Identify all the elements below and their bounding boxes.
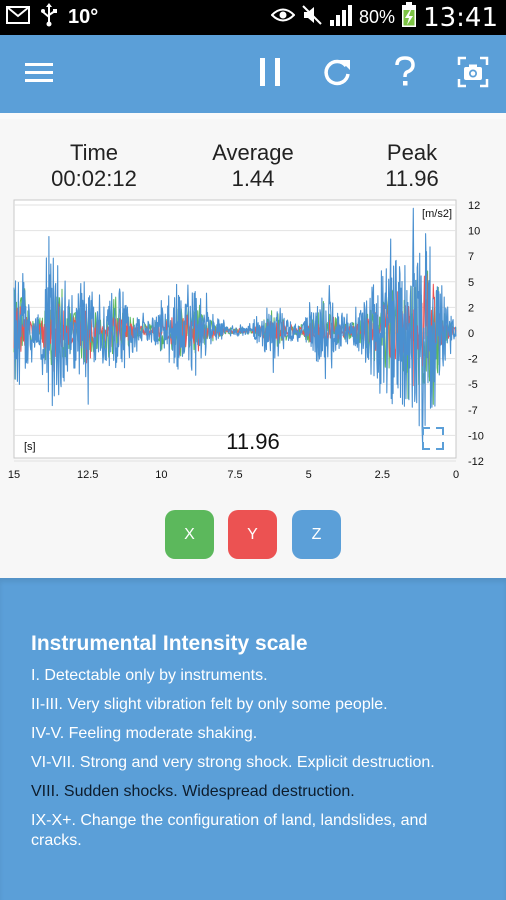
intensity-scale-list: I. Detectable only by instruments. II-II… xyxy=(31,666,481,860)
y-tick-label: 2 xyxy=(468,302,474,314)
time-stat: Time 00:02:12 xyxy=(14,140,174,192)
menu-icon xyxy=(25,61,53,88)
screenshot-button[interactable] xyxy=(448,49,498,99)
intensity-item: II-III. Very slight vibration felt by on… xyxy=(31,696,388,713)
help-button[interactable] xyxy=(380,49,430,99)
x-tick-label: 5 xyxy=(306,469,312,481)
x-tick-label: 12.5 xyxy=(77,469,98,481)
eye-icon xyxy=(270,7,296,28)
intensity-scale-section: Instrumental Intensity scale I. Detectab… xyxy=(0,578,506,900)
usb-icon xyxy=(40,3,58,32)
y-tick-label: -2 xyxy=(468,354,478,366)
x-axis-toggle[interactable]: X xyxy=(165,510,214,559)
intensity-item: VIII. Sudden shocks. Widespread destruct… xyxy=(31,783,355,800)
time-value: 00:02:12 xyxy=(51,166,137,191)
signal-icon xyxy=(329,4,353,31)
y-tick-label: -7 xyxy=(468,405,478,417)
help-icon xyxy=(394,55,416,93)
y-tick-label: -5 xyxy=(468,379,478,391)
y-tick-label: -10 xyxy=(468,430,484,442)
intensity-item: IV-V. Feeling moderate shaking. xyxy=(31,725,258,742)
x-tick-label: 15 xyxy=(8,469,20,481)
y-tick-label: 0 xyxy=(468,328,474,340)
mail-icon xyxy=(6,6,30,29)
peak-value: 11.96 xyxy=(385,166,439,191)
battery-percent: 80% xyxy=(359,7,396,27)
temperature-text: 10° xyxy=(68,6,99,28)
y-tick-label: 5 xyxy=(468,277,474,289)
y-tick-label: 7 xyxy=(468,251,474,263)
current-value-overlay: 11.96 xyxy=(226,429,279,454)
y-tick-label: -12 xyxy=(468,456,484,468)
x-tick-label: 10 xyxy=(155,469,167,481)
average-label: Average xyxy=(212,140,294,165)
refresh-icon xyxy=(322,57,352,92)
peak-label: Peak xyxy=(386,140,438,165)
y-axis-toggle[interactable]: Y xyxy=(228,510,277,559)
camera-icon xyxy=(457,56,489,93)
average-stat: Average 1.44 xyxy=(173,140,333,192)
battery-charging-icon xyxy=(401,2,417,33)
intensity-item: VI-VII. Strong and very strong shock. Ex… xyxy=(31,754,435,771)
y-tick-label: 12 xyxy=(468,200,480,212)
pause-button[interactable] xyxy=(245,49,295,99)
x-tick-label: 2.5 xyxy=(375,469,390,481)
refresh-button[interactable] xyxy=(312,49,362,99)
intensity-scale-title: Instrumental Intensity scale xyxy=(31,632,308,655)
accelerometer-chart: 12 10 7 5 2 0 -2 -5 -7 -10 -12 15 12.5 10 7.5 5 2.5 0 [m… xyxy=(0,195,506,490)
peak-stat: Peak 11.96 xyxy=(332,140,492,192)
toolbar xyxy=(0,35,506,113)
menu-button[interactable] xyxy=(14,49,64,99)
x-tick-label: 7.5 xyxy=(227,469,242,481)
intensity-item: IX-X+. Change the configuration of land,… xyxy=(31,812,428,849)
average-value: 1.44 xyxy=(231,166,275,191)
mute-icon xyxy=(301,4,323,31)
status-bar: 10° 80% 13:41 xyxy=(0,0,506,35)
x-tick-label: 0 xyxy=(453,469,459,481)
clock: 13:41 xyxy=(423,2,498,33)
fullscreen-icon[interactable] xyxy=(422,427,444,450)
intensity-item: I. Detectable only by instruments. xyxy=(31,667,268,684)
time-label: Time xyxy=(69,140,119,165)
y-unit-label: [m/s2] xyxy=(422,208,452,220)
z-axis-toggle[interactable]: Z xyxy=(292,510,341,559)
series-z-line xyxy=(13,207,457,446)
x-unit-label: [s] xyxy=(24,441,36,453)
y-tick-label: 10 xyxy=(468,226,480,238)
pause-icon xyxy=(259,57,281,92)
